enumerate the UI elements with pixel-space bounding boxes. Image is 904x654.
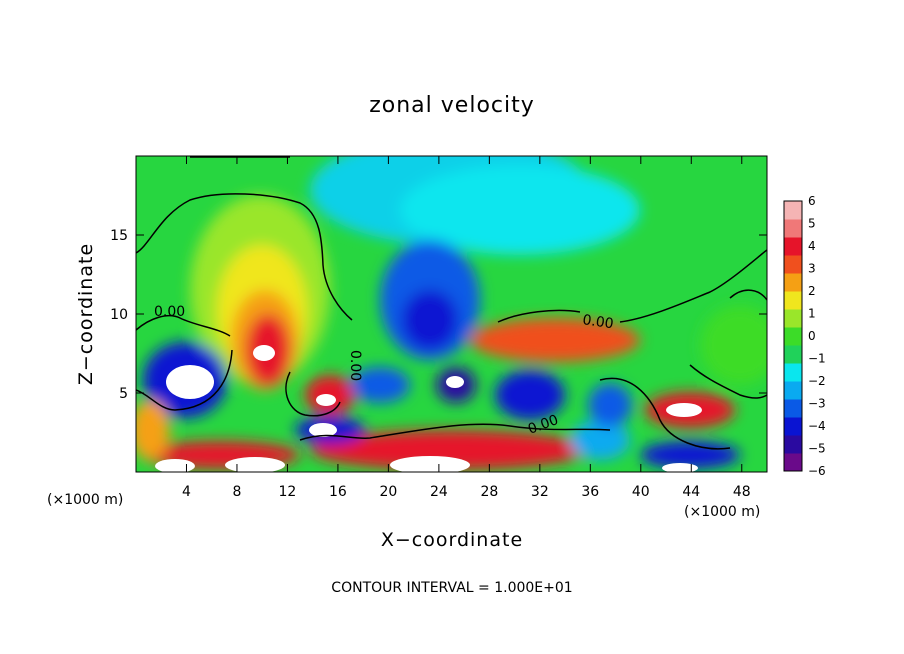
y-tick-label: 10: [110, 307, 128, 323]
colorbar-tick-label: 5: [808, 217, 816, 231]
x-tick-label: 20: [379, 484, 397, 500]
colorbar-band: [784, 219, 802, 238]
colorbar-band: [784, 381, 802, 400]
x-tick-label: 8: [232, 484, 241, 500]
y-axis: 5 10 15: [110, 228, 767, 402]
y-tick-label: 15: [110, 228, 128, 244]
colorbar-band: [784, 273, 802, 292]
x-axis-label: X−coordinate: [381, 529, 523, 551]
x-unit-left: (×1000 m): [47, 492, 123, 508]
colorbar-band: [784, 237, 802, 256]
chart-title: zonal velocity: [369, 93, 535, 118]
zero-contours: [136, 156, 767, 450]
y-axis-label: Z−coordinate: [75, 243, 97, 385]
x-unit-right: (×1000 m): [684, 504, 760, 520]
colorbar-band: [784, 201, 802, 220]
contour-label: 0.00: [154, 304, 185, 320]
x-tick-label: 40: [632, 484, 650, 500]
x-tick-label: 4: [182, 484, 191, 500]
colorbar-band: [784, 399, 802, 418]
x-tick-label: 48: [733, 484, 751, 500]
colorbar-tick-label: −5: [808, 442, 826, 456]
colorbar-band: [784, 417, 802, 436]
colorbar-tick-label: 3: [808, 262, 816, 276]
x-tick-label: 24: [430, 484, 448, 500]
x-tick-label: 16: [329, 484, 347, 500]
x-tick-label: 32: [531, 484, 549, 500]
colorbar-tick-label: 4: [808, 239, 816, 253]
colorbar-tick-label: −1: [808, 352, 826, 366]
x-tick-label: 44: [682, 484, 700, 500]
x-tick-label: 36: [581, 484, 599, 500]
colorbar-tick-label: −2: [808, 374, 826, 388]
colorbar-tick-label: −3: [808, 397, 826, 411]
colorbar: 6 5 4 3 2 1 0 −1 −2 −3 −4 −5 −6: [783, 194, 826, 478]
colorbar-tick-label: 0: [808, 329, 816, 343]
colorbar-frame: [783, 200, 803, 472]
colorbar-tick-label: 2: [808, 284, 816, 298]
x-tick-label: 28: [480, 484, 498, 500]
colorbar-band: [784, 255, 802, 274]
colorbar-band: [784, 309, 802, 328]
colorbar-band: [784, 363, 802, 382]
colorbar-band: [784, 453, 802, 472]
colorbar-tick-label: 6: [808, 194, 816, 208]
contour-label: 0.00: [581, 312, 614, 332]
contour-label: 0.00: [347, 350, 363, 381]
saturated-cores: [155, 345, 702, 472]
colorbar-band: [784, 435, 802, 454]
plot-area: 0.00 0.00 0.00 0.00: [136, 156, 767, 472]
colorbar-band: [784, 327, 802, 346]
y-tick-label: 5: [119, 386, 128, 402]
x-axis: 4 8 12 16 20 24 28 32 36 40 44 48: [182, 156, 751, 500]
colorbar-tick-label: 1: [808, 307, 816, 321]
colorbar-band: [784, 291, 802, 310]
colorbar-tick-label: −4: [808, 419, 826, 433]
x-tick-label: 12: [279, 484, 297, 500]
contour-interval-note: CONTOUR INTERVAL = 1.000E+01: [331, 580, 572, 596]
colorbar-band: [784, 345, 802, 364]
colorbar-tick-label: −6: [808, 464, 826, 478]
velocity-field: [136, 156, 767, 470]
